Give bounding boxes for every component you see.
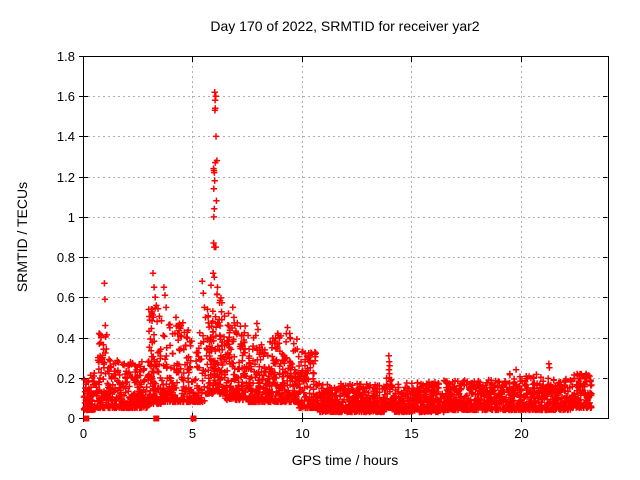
y-tick-label: 1: [68, 210, 75, 225]
y-tick-label: 1.4: [57, 129, 75, 144]
chart-title: Day 170 of 2022, SRMTID for receiver yar…: [210, 18, 479, 34]
y-tick-label: 1.8: [57, 49, 75, 64]
y-tick-label: 1.2: [57, 170, 75, 185]
x-axis-label: GPS time / hours: [292, 452, 399, 468]
y-tick-label: 0.6: [57, 290, 75, 305]
y-tick-label: 0.2: [57, 371, 75, 386]
y-tick-label: 0: [68, 411, 75, 426]
x-tick-label: 15: [404, 426, 418, 441]
y-axis-label: SRMTID / TECUs: [14, 182, 30, 292]
x-tick-label: 20: [514, 426, 528, 441]
x-tick-label: 5: [189, 426, 196, 441]
y-tick-label: 0.8: [57, 250, 75, 265]
x-tick-labels: 0 5 10 15 20: [80, 426, 529, 441]
zero-square-marker: [153, 415, 160, 422]
cloud-plus-markers: [80, 290, 595, 416]
scatter-points: [80, 89, 595, 422]
grid-lines: [83, 56, 608, 418]
plot-border: [83, 56, 609, 419]
y-tick-label: 0.4: [57, 331, 75, 346]
x-tick-label: 0: [80, 426, 87, 441]
zero-square-marker: [190, 415, 197, 422]
y-tick-label: 1.6: [57, 89, 75, 104]
y-tick-labels: 0 0.2 0.4 0.6 0.8 1 1.2 1.4 1.6 1.8: [57, 49, 75, 426]
x-tick-label: 10: [295, 426, 309, 441]
peak-plus-markers: [101, 89, 591, 381]
zero-square-marker: [83, 415, 90, 422]
